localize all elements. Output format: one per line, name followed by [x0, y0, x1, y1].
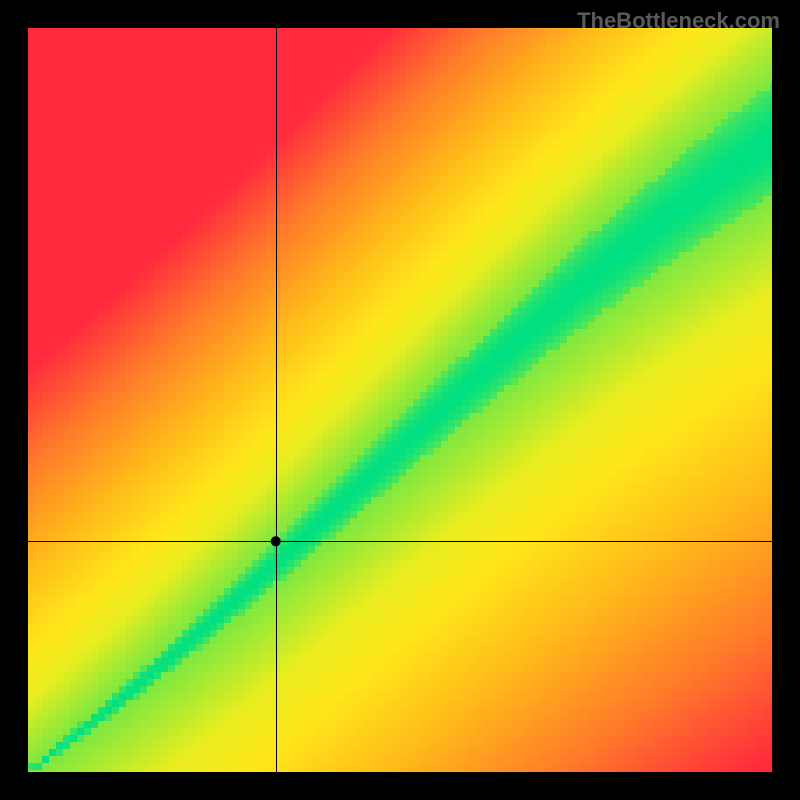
bottleneck-heatmap-canvas	[0, 0, 800, 800]
chart-container: TheBottleneck.com	[0, 0, 800, 800]
watermark-text: TheBottleneck.com	[577, 8, 780, 34]
